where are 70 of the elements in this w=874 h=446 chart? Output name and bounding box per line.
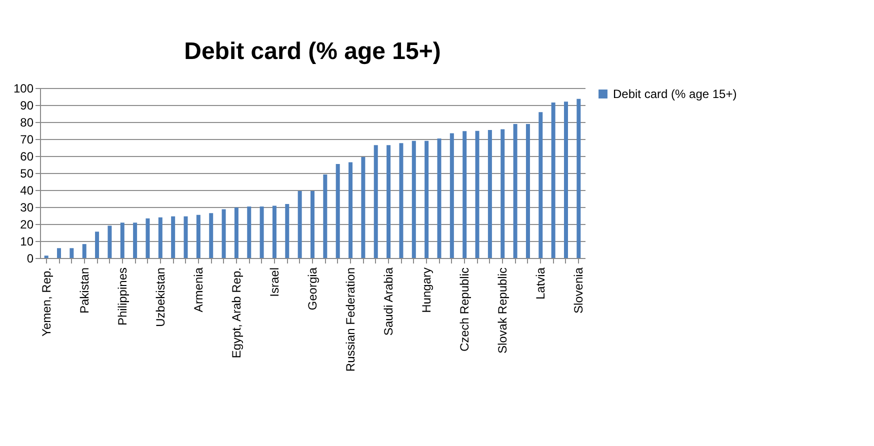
bar <box>450 133 454 258</box>
bar <box>500 129 505 258</box>
bar <box>57 248 62 258</box>
bar <box>564 102 568 258</box>
x-tick-label: Saudi Arabia <box>382 267 396 336</box>
bar <box>158 217 162 258</box>
x-tick-label: Pakistan <box>77 268 92 314</box>
y-tick-label: 0 <box>26 252 34 266</box>
bar <box>209 213 214 258</box>
bar <box>361 157 366 258</box>
x-tick-label: Israel <box>267 268 282 297</box>
bar <box>70 248 74 258</box>
legend-label: Debit card (% age 15+) <box>613 87 737 101</box>
bar <box>424 140 429 258</box>
y-tick-label: 90 <box>20 98 34 112</box>
x-tick-label: Uzbekistan <box>153 268 168 327</box>
bar <box>475 130 480 258</box>
bar <box>348 162 353 258</box>
bar <box>336 164 340 258</box>
bar <box>171 216 176 258</box>
chart-title: Debit card (% age 15+) <box>184 38 441 65</box>
y-tick-label: 30 <box>20 200 34 214</box>
x-tick-label: Slovenia <box>572 267 586 314</box>
bar <box>462 131 467 258</box>
y-tick-label: 40 <box>20 184 34 198</box>
bar <box>108 226 112 258</box>
bar <box>374 145 378 258</box>
x-tick-label: Hungary <box>420 268 434 313</box>
bar <box>133 222 138 258</box>
bar <box>285 204 290 258</box>
bar <box>146 218 150 258</box>
x-tick-label: Slovak Republic <box>496 268 510 354</box>
bar <box>412 140 416 258</box>
x-tick-label: Czech Republic <box>458 268 472 352</box>
bar <box>234 208 238 258</box>
bar <box>95 232 100 258</box>
bar <box>260 206 264 258</box>
y-tick-label: 60 <box>20 150 34 164</box>
bar <box>272 206 276 258</box>
bar <box>184 216 188 258</box>
x-tick-label: Philippines <box>115 268 130 326</box>
x-tick-label: Latvia <box>534 267 548 300</box>
y-tick-label: 50 <box>20 166 34 180</box>
x-tick-label: Egypt, Arab Rep. <box>229 268 244 358</box>
x-tick-label: Georgia <box>306 267 320 310</box>
bar <box>298 191 302 258</box>
bar <box>222 209 226 258</box>
bar <box>196 214 200 258</box>
bar <box>323 174 328 258</box>
bar <box>488 130 492 258</box>
bar <box>399 143 404 258</box>
bar <box>576 98 581 258</box>
bar <box>247 206 252 258</box>
y-tick-label: 100 <box>13 82 34 96</box>
bar <box>120 222 124 258</box>
y-tick-label: 70 <box>20 132 34 146</box>
bar <box>82 244 86 258</box>
bar <box>551 102 556 258</box>
bar <box>526 124 530 258</box>
bar <box>437 138 442 258</box>
x-tick-label: Yemen, Rep. <box>39 268 54 336</box>
y-tick-label: 10 <box>20 234 34 248</box>
y-tick-label: 80 <box>20 116 34 130</box>
y-tick-label: 20 <box>20 218 34 232</box>
bar <box>310 191 314 258</box>
bar <box>386 145 391 258</box>
bar <box>538 112 543 258</box>
x-tick-label: Russian Federation <box>344 268 358 372</box>
x-tick-label: Armenia <box>191 267 206 312</box>
bar <box>513 124 518 258</box>
